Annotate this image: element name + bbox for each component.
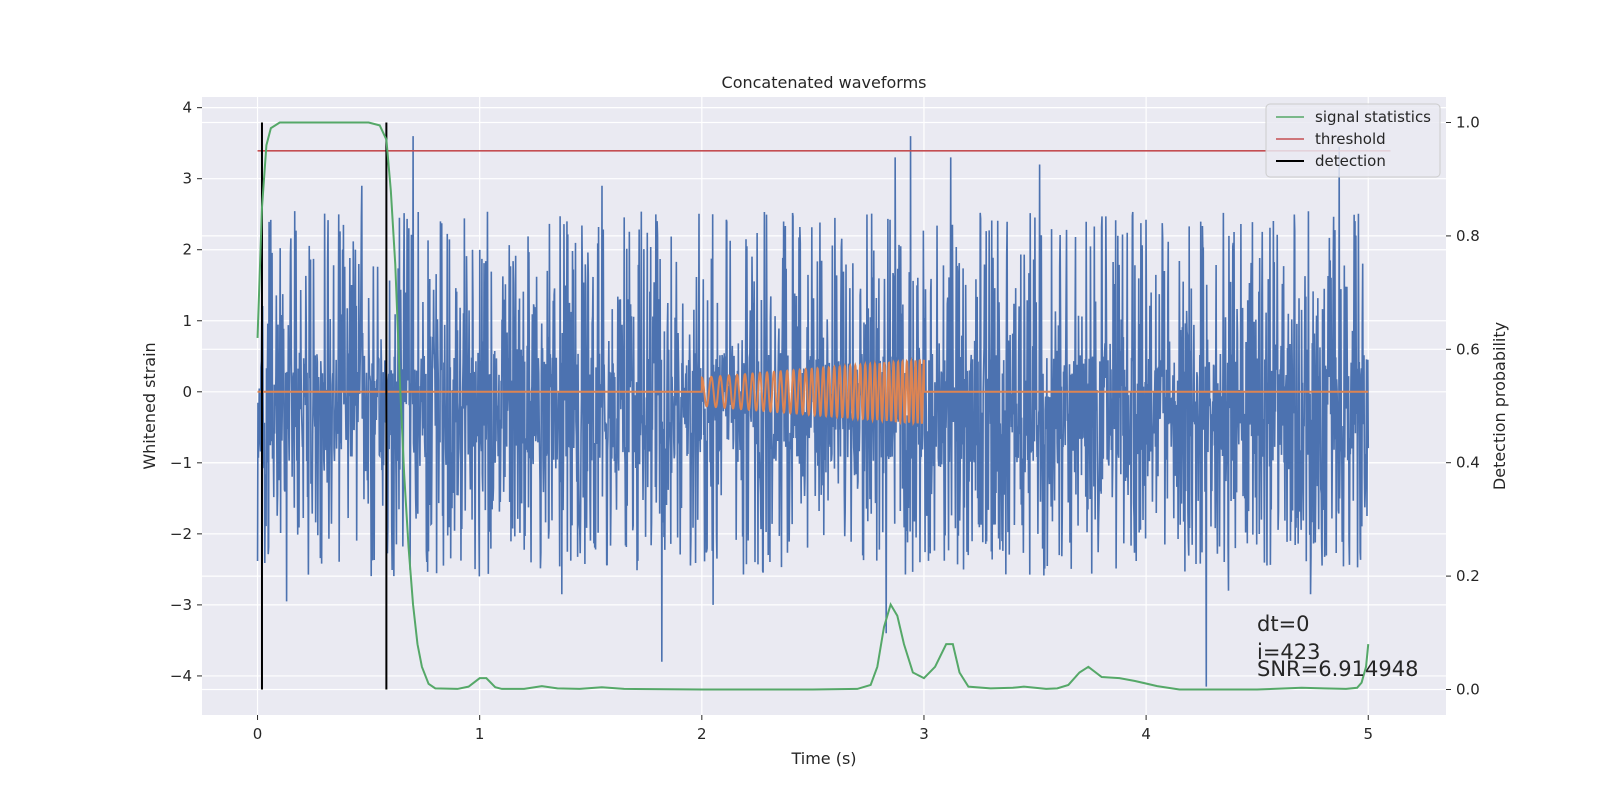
plot-series-layer [256,121,1391,691]
legend-label-signal-statistics: signal statistics [1315,108,1431,126]
x-tick-label: 2 [697,725,707,743]
legend-label-detection: detection [1315,152,1386,170]
chirp-series-line [257,356,1369,427]
y-tick-label: 0 [182,383,192,401]
annotation-dt: dt=0 [1257,612,1310,636]
y-tick-label: −2 [170,525,192,543]
x-tick-label: 4 [1141,725,1151,743]
y-tick-label: 3 [182,170,192,188]
legend-frame [1265,103,1441,178]
x-tick-label: 5 [1363,725,1373,743]
y2-tick-label: 0.8 [1456,227,1480,245]
y2-tick-label: 0.4 [1456,454,1480,472]
annotation-index: i=423 [1257,640,1321,664]
y-tick-label: −1 [170,454,192,472]
legend: signal statistics threshold detection [1265,103,1441,178]
y-tick-label: 1 [182,312,192,330]
y2-tick-label: 1.0 [1456,114,1480,132]
y-tick-label: −3 [170,596,192,614]
x-tick-label: 1 [475,725,485,743]
chart-title: Concatenated waveforms [722,73,927,92]
x-axis-label: Time (s) [790,749,856,768]
y-axis-ticks: −4 −3 −2 −1 0 1 2 3 4 [170,99,202,685]
x-axis-ticks: 0 1 2 3 4 5 [253,715,1373,743]
y-tick-label: −4 [170,667,192,685]
annotation-snr: SNR=6.914948 [1257,657,1418,681]
y-axis-label: Whitened strain [140,342,159,469]
legend-label-threshold: threshold [1315,130,1386,148]
noise-series-line [256,136,1370,687]
y2-axis-label: Detection probability [1490,322,1509,490]
signal-statistics-line [256,121,1370,691]
x-tick-label: 0 [253,725,263,743]
y-tick-label: 4 [182,99,192,117]
y2-tick-label: 0.0 [1456,680,1480,698]
y2-tick-label: 0.6 [1456,340,1480,358]
x-tick-label: 3 [919,725,929,743]
y2-tick-label: 0.2 [1456,567,1480,585]
y2-axis-ticks: 0.0 0.2 0.4 0.6 0.8 1.0 [1446,114,1480,698]
y-tick-label: 2 [182,241,192,259]
